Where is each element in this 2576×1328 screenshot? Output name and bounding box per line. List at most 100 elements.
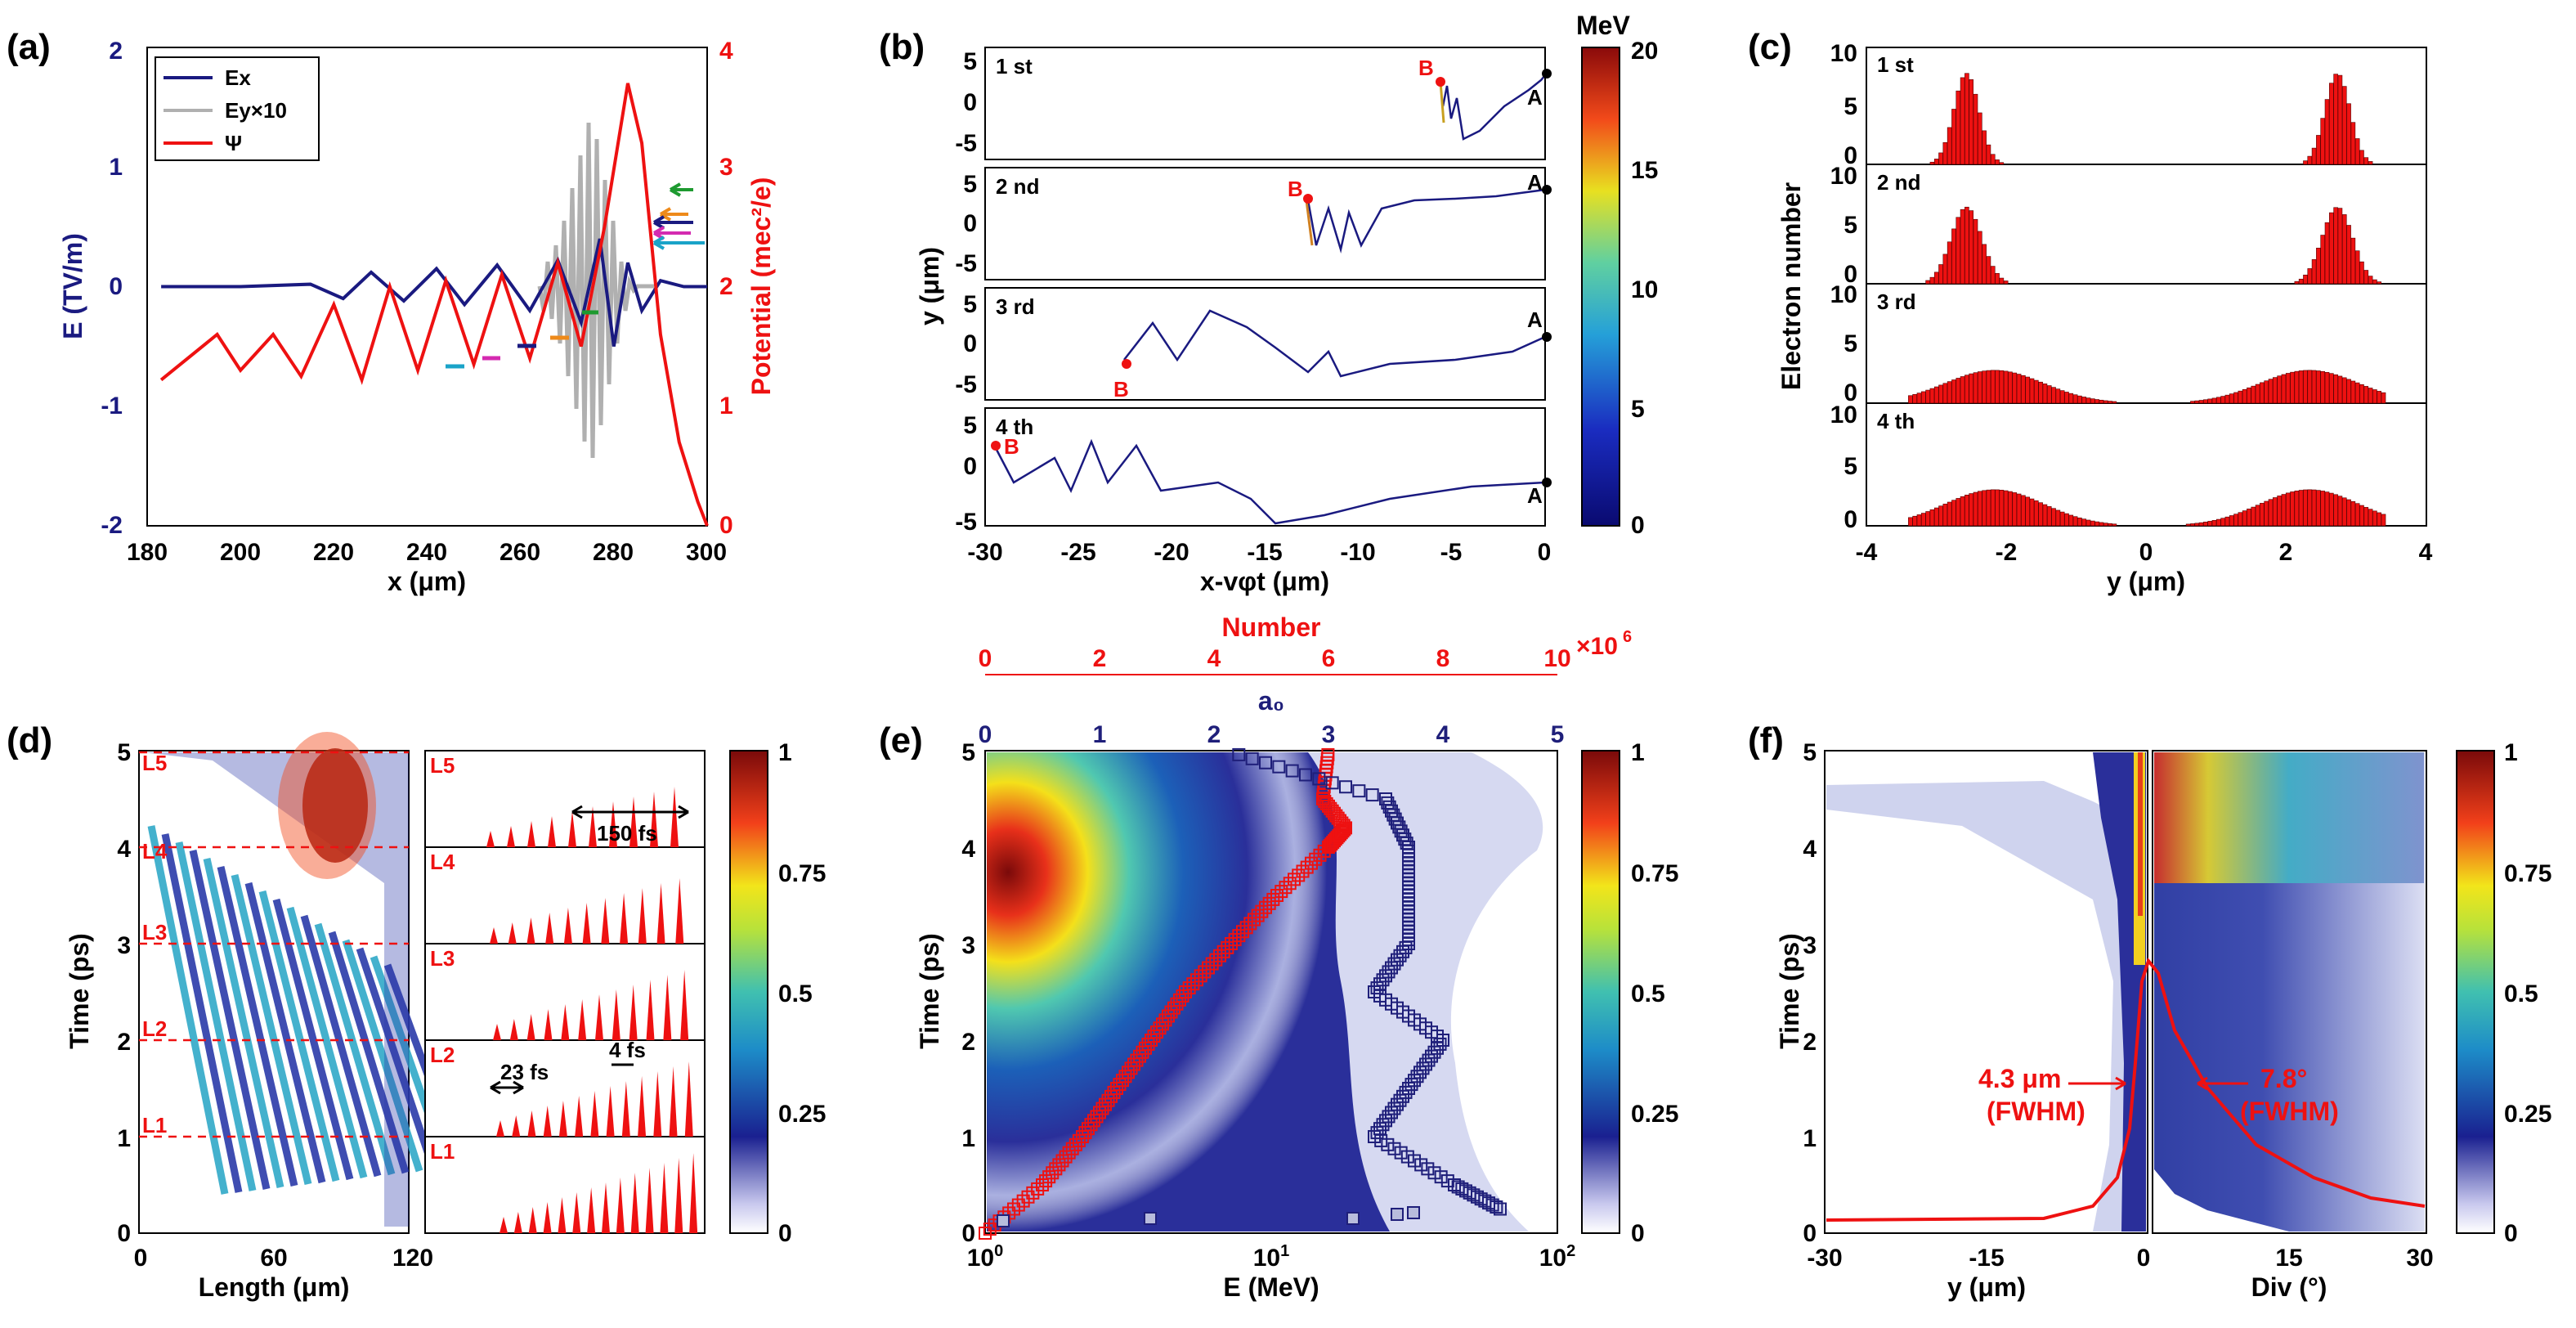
c-hist-bar [2021, 375, 2026, 404]
c-hist-bar [2311, 147, 2317, 165]
d-lineout-spike [653, 1071, 662, 1137]
c-ytick-1-0: 0 [1844, 142, 1857, 169]
c-ytick-1-5: 5 [1844, 93, 1857, 120]
d-lineout-spike [509, 1019, 518, 1040]
c-subplot-labels: 1 st 2 nd 3 rd 4 th [1877, 52, 1920, 433]
d-lineout-spike [558, 1101, 567, 1137]
e-square-5 [997, 1214, 1010, 1227]
e-ytick-0: 0 [961, 1220, 975, 1247]
arrow-magenta [652, 226, 691, 240]
d-stripe [300, 914, 382, 1178]
e-cbar-tick-05: 0.5 [1631, 980, 1665, 1007]
c-hist-bar [2051, 387, 2056, 404]
c-hist-bar [2081, 397, 2087, 404]
d-cbar-tick-0: 0 [778, 1220, 792, 1247]
c-subplot-label-1: 1 st [1877, 52, 1914, 77]
d-y-ticks: 5 4 3 2 1 0 [117, 739, 131, 1247]
b-ytick-1-top: 5 [963, 48, 977, 75]
b-frame-1 [984, 47, 1546, 160]
c-hist-bar [2046, 506, 2052, 527]
b-ytick-4-bot: -5 [955, 509, 977, 536]
c-hist-bar [2341, 86, 2347, 165]
c-hist-bar [2294, 370, 2300, 404]
f-ytick-5: 5 [1803, 739, 1817, 766]
a-xtick-4: 260 [500, 539, 540, 566]
e-colorbar: 1 0.75 0.5 0.25 0 [1581, 739, 1678, 1247]
e-number-marker [1179, 985, 1192, 998]
c-hist-bar [1999, 370, 2005, 404]
d-lineout-spike [548, 816, 556, 847]
panel-f: (f) 4.3 μm (FWHM) 7.8° (FWHM) 5 4 3 2 1 … [1748, 720, 2551, 1302]
panel-e: (e) Number 0 2 4 6 8 10 ×10 6 a₀ 0 [879, 612, 1678, 1302]
c-hist-bar [2341, 214, 2347, 285]
e-a0-tick-1: 1 [1093, 721, 1107, 748]
d-ylabel: Time (ps) [65, 933, 94, 1049]
f-xlabel-left: y (μm) [1947, 1272, 2026, 1302]
b-cbar-tick-5: 5 [1631, 396, 1645, 423]
legend-ex-label: Ex [225, 65, 251, 90]
e-number-marker [1049, 1162, 1063, 1176]
b-point-b-3 [1122, 359, 1131, 369]
b-cbar-tick-15: 15 [1631, 157, 1658, 184]
c-hist-bar [2003, 280, 2009, 285]
d-lineout-spike [578, 999, 587, 1040]
a-ytick-right-0: 0 [719, 512, 733, 539]
e-xtick-1: 101 [1253, 1242, 1290, 1272]
d-lineout-spike [528, 1207, 537, 1233]
e-number-marker [1292, 868, 1306, 882]
e-number-marker [1279, 881, 1292, 895]
b-point-a-1 [1542, 69, 1552, 79]
b-subplot-1: 1 st B A [984, 47, 1552, 160]
c-hist-bar [2229, 393, 2234, 404]
b-cbar-tick-20: 20 [1631, 38, 1658, 65]
c-hist-bar [2337, 496, 2343, 527]
c-hist-bar [1938, 264, 1943, 285]
c-hist-bar [1947, 501, 1952, 527]
b-xtick-6: 0 [1538, 539, 1552, 566]
b-frame-2 [984, 167, 1546, 280]
c-hist-bar [2029, 378, 2035, 404]
c-hist-bar [1969, 210, 1973, 285]
c-hist-bar [2377, 391, 2382, 404]
d-stripe [272, 898, 354, 1181]
d-hotspot [302, 748, 368, 863]
d-stripe [161, 833, 243, 1193]
b-b-label-2: B [1288, 177, 1303, 201]
d-colorbar-ticks: 1 0.75 0.5 0.25 0 [778, 739, 826, 1247]
b-cbar-tick-0: 0 [1631, 512, 1645, 539]
c-hist-bar [1912, 393, 1917, 404]
d-lineout-labels: L5 L4 L3 L2 L1 [430, 753, 455, 1164]
c-hist-bar [1916, 393, 1922, 404]
d-xlabel: Length (μm) [199, 1272, 350, 1302]
b-colorbar-title: MeV [1576, 11, 1630, 40]
c-hist-bar [2251, 385, 2256, 404]
b-a-label-2: A [1527, 170, 1543, 195]
c-hist-bar [1956, 378, 1961, 404]
e-cbar-tick-025: 0.25 [1631, 1101, 1678, 1128]
e-number-ticks: 0 2 4 6 8 10 ×10 6 [979, 628, 1632, 672]
e-number-marker [1248, 913, 1261, 926]
d-lineout-spike [620, 893, 629, 944]
c-xtick-3: 2 [2279, 539, 2293, 566]
e-number-marker [1262, 896, 1276, 910]
c-hist-bar [1982, 370, 1987, 404]
d-lineout-spike [629, 796, 638, 847]
c-hist-bar [2085, 519, 2091, 527]
c-hist-bar [2021, 495, 2026, 527]
b-a-label-3: A [1527, 307, 1543, 332]
e-number-marker [1198, 965, 1212, 979]
c-hist-bar [2003, 490, 2009, 527]
c-hist-bar [2108, 523, 2112, 527]
d-lo-label-l1: L1 [430, 1139, 455, 1164]
c-hist-bar [2324, 99, 2330, 165]
d-4fs-label: 4 fs [609, 1038, 646, 1062]
c-hist-bar [1986, 370, 1991, 404]
c-hist-bar [1942, 253, 1948, 285]
c-hist-bar [2194, 523, 2200, 527]
c-hist-bar [1947, 241, 1952, 285]
b-point-b-1 [1436, 77, 1445, 87]
b-ytick-2-top: 5 [963, 171, 977, 198]
c-hist-bar [2194, 400, 2200, 404]
b-track-2-hot [1305, 200, 1314, 246]
d-lineout-spike [595, 994, 603, 1040]
